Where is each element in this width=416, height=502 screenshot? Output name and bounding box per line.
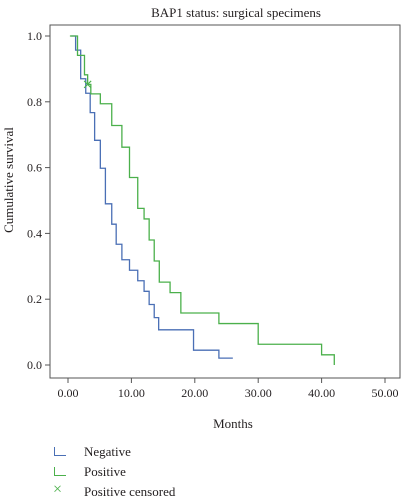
series-layer bbox=[69, 35, 335, 365]
km-chart: BAP1 status: surgical specimens 0.00 10.0… bbox=[1, 5, 401, 431]
series-positive-line bbox=[69, 35, 335, 365]
y-tick-label: 0.2 bbox=[27, 292, 42, 306]
legend-item-positive: Positive bbox=[52, 462, 175, 482]
legend-cross-icon: × bbox=[53, 481, 63, 498]
chart-title: BAP1 status: surgical specimens bbox=[151, 5, 321, 20]
legend-step-icon bbox=[52, 465, 68, 479]
plot-frame bbox=[49, 24, 401, 379]
x-axis-label: Months bbox=[213, 416, 253, 431]
censored-marker bbox=[83, 80, 92, 89]
y-tick-label: 0.4 bbox=[27, 226, 42, 240]
y-axis: 0.0 0.2 0.4 0.6 0.8 1.0 bbox=[27, 29, 50, 372]
legend-item-positive-censored: × Positive censored bbox=[52, 482, 175, 502]
x-axis: 0.00 10.00 20.00 30.00 40.00 50.00 bbox=[58, 378, 399, 400]
legend-label-positive-censored: Positive censored bbox=[84, 484, 176, 499]
x-tick-label: 0.00 bbox=[58, 386, 79, 400]
x-tick-label: 20.00 bbox=[181, 386, 208, 400]
legend-step-icon bbox=[52, 445, 68, 459]
x-tick-label: 10.00 bbox=[118, 386, 145, 400]
x-tick-label: 40.00 bbox=[308, 386, 335, 400]
y-tick-label: 0.0 bbox=[27, 358, 42, 372]
legend-label-positive: Positive bbox=[84, 464, 126, 479]
series-negative-line bbox=[71, 35, 233, 359]
x-tick-label: 30.00 bbox=[245, 386, 272, 400]
y-tick-label: 1.0 bbox=[27, 29, 42, 43]
legend: Negative Positive × Positive censored bbox=[52, 442, 175, 502]
y-tick-label: 0.6 bbox=[27, 161, 42, 175]
y-axis-label: Cumulative survival bbox=[1, 127, 16, 233]
legend-item-negative: Negative bbox=[52, 442, 175, 462]
y-tick-label: 0.8 bbox=[27, 95, 42, 109]
legend-label-negative: Negative bbox=[84, 444, 131, 459]
x-tick-label: 50.00 bbox=[372, 386, 399, 400]
